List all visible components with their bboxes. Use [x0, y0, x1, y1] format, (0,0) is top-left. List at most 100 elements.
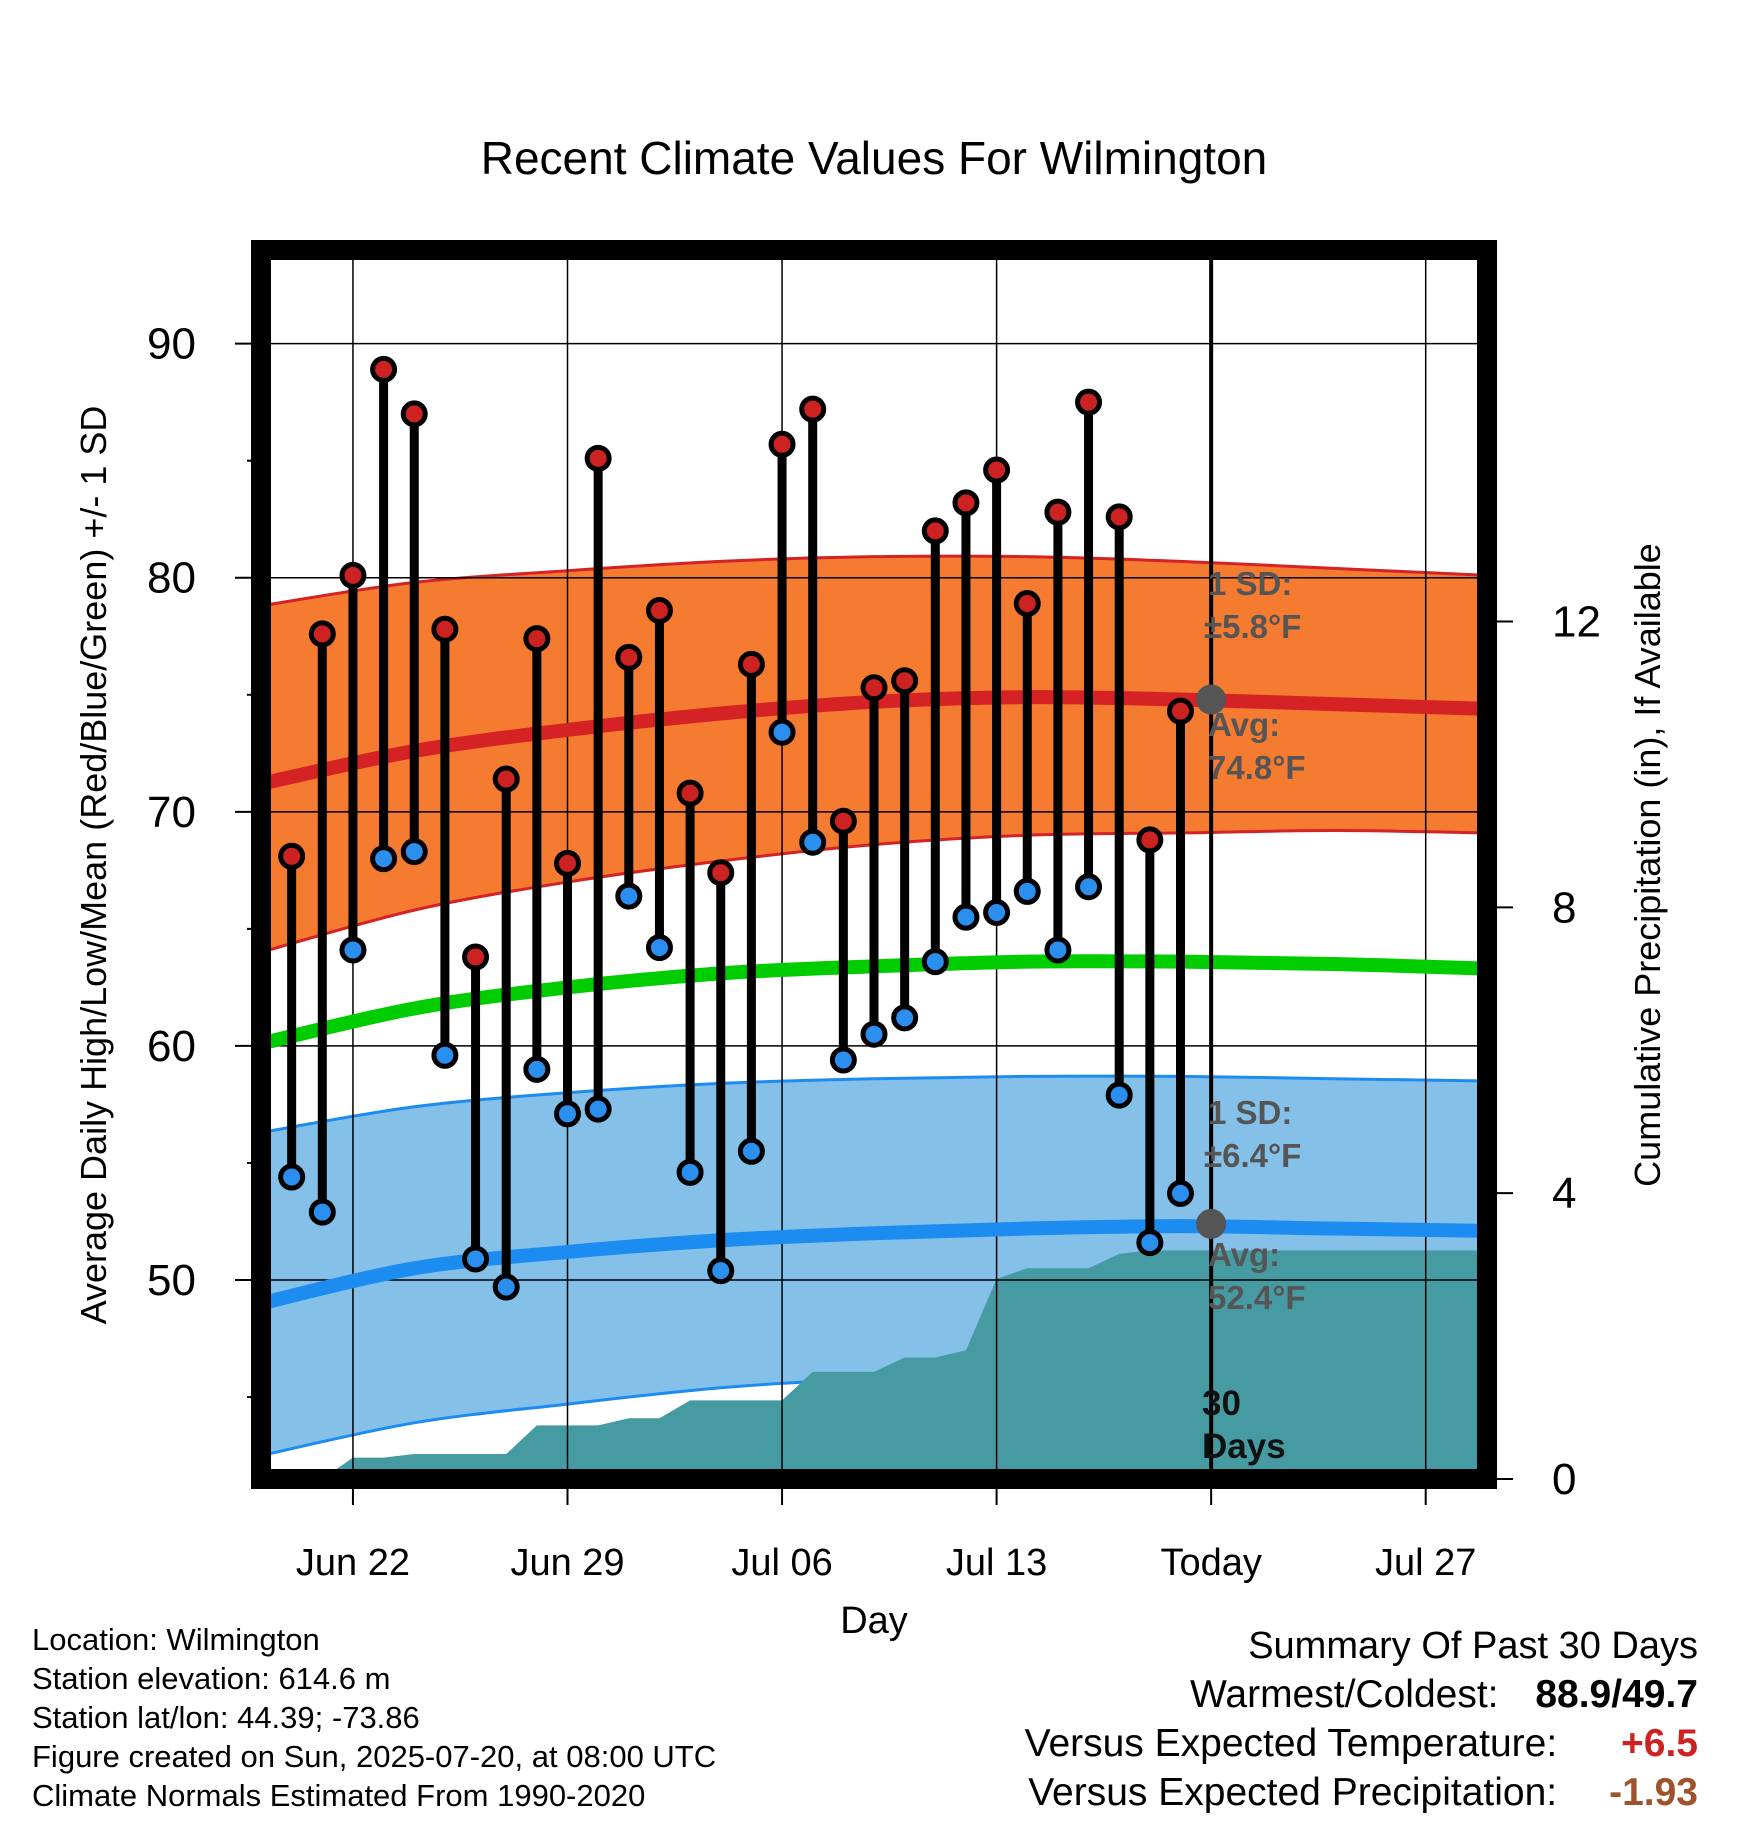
low-point [645, 934, 673, 962]
low-point [860, 1020, 888, 1048]
today-days-number: 30 [1202, 1384, 1241, 1423]
high-point [860, 674, 888, 702]
high-point [921, 517, 949, 545]
low-point [431, 1041, 459, 1069]
normal-low-line [261, 1219, 1487, 1311]
high-point [1075, 388, 1103, 416]
y-tick-label-4: 90 [147, 320, 196, 369]
low-point [1044, 936, 1072, 964]
low-point [584, 1095, 612, 1123]
precip-vs-expected-value: -1.93 [1609, 1771, 1698, 1814]
low-point [554, 1100, 581, 1128]
y2-tick-label-0: 0 [1552, 1455, 1576, 1504]
high-point [1044, 498, 1072, 526]
high-point [1105, 503, 1133, 531]
summary-panel: Summary Of Past 30 Days Warmest/Coldest:… [1025, 1622, 1698, 1817]
today-low-avg-marker [1196, 1208, 1227, 1239]
annotations: 1 SD: ±5.8°F Avg: 74.8°F 1 SD: ±6.4°F Avg: 52.4… [1196, 565, 1306, 1466]
y-axis-label: Average Daily High/Low/Mean (Red/Blue/Gr… [73, 406, 114, 1325]
station-info: Location: Wilmington Station elevation: … [32, 1620, 716, 1815]
x-axis-label: Day [840, 1600, 908, 1642]
high-point [523, 625, 551, 653]
high-point [462, 943, 490, 971]
normals-text: Climate Normals Estimated From 1990-2020 [32, 1778, 646, 1813]
slash-separator: / [1611, 1673, 1623, 1716]
y2-tick-label-1: 4 [1552, 1169, 1576, 1218]
low-point [921, 948, 949, 976]
low-point [462, 1245, 490, 1273]
y2-tick-label-3: 12 [1552, 598, 1601, 647]
temp-vs-expected-row: Versus Expected Temperature: +6.5 [1025, 1719, 1698, 1768]
low-point [737, 1137, 765, 1165]
low-point [952, 903, 980, 931]
low-point [1013, 877, 1041, 905]
temp-vs-expected-label: Versus Expected Temperature: [1024, 1722, 1558, 1765]
location-text: Location: Wilmington [32, 1622, 320, 1657]
chart-title: Recent Climate Values For Wilmington [481, 132, 1268, 184]
latlon-text: Station lat/lon: 44.39; -73.86 [32, 1700, 420, 1735]
low-point [278, 1163, 306, 1191]
high-point [308, 620, 336, 648]
elevation-text: Station elevation: 614.6 m [32, 1661, 391, 1696]
created-text: Figure created on Sun, 2025-07-20, at 08… [32, 1739, 717, 1774]
high-point [370, 355, 398, 383]
high-point [676, 779, 704, 807]
y2-axis-label: Cumulative Precipitation (in), If Availa… [1627, 543, 1668, 1187]
daily-temperatures [278, 250, 1214, 1479]
low-point [1105, 1081, 1133, 1109]
high-point [584, 444, 612, 472]
x-tick-label-4: Today [1160, 1542, 1261, 1584]
low-point [829, 1046, 857, 1074]
high-point [952, 489, 980, 517]
high-sd-label: 1 SD: [1208, 565, 1292, 602]
high-point [400, 400, 428, 428]
high-sd-value: ±5.8°F [1204, 608, 1301, 645]
high-point [615, 643, 643, 671]
low-point [891, 1004, 919, 1032]
low-point [1167, 1179, 1194, 1207]
plot-frame [251, 240, 1497, 1489]
warmest-coldest-row: Warmest/Coldest: 88.9/49.7 [1025, 1670, 1698, 1719]
low-point [768, 718, 796, 746]
x-tick-label-3: Jul 13 [946, 1542, 1047, 1584]
x-tick-label-2: Jul 06 [731, 1542, 832, 1584]
today-days-text: Days [1202, 1427, 1286, 1466]
high-point [431, 615, 459, 643]
precip-area [261, 1250, 1487, 1479]
low-point [523, 1055, 551, 1083]
high-point [492, 765, 520, 793]
high-point [737, 650, 765, 678]
warmest-coldest-label: Warmest/Coldest: [1190, 1673, 1499, 1716]
low-point [983, 898, 1011, 926]
high-point [339, 561, 367, 589]
y-tick-label-0: 50 [147, 1256, 196, 1305]
axes: 50 60 70 80 90 0 4 8 12 Jun 22 Jun 29 Jul 06 Jul 13 T… [147, 320, 1601, 1584]
low-point [799, 828, 827, 856]
low-point [492, 1273, 520, 1301]
high-point [983, 456, 1011, 484]
x-tick-label-0: Jun 22 [296, 1542, 410, 1584]
today-high-avg-marker [1196, 684, 1227, 715]
low-sd-value: ±6.4°F [1204, 1137, 1301, 1174]
high-point [829, 807, 857, 835]
low-point [707, 1257, 735, 1285]
x-tick-label-5: Jul 27 [1375, 1542, 1476, 1584]
low-point [615, 882, 643, 910]
x-tick-label-1: Jun 29 [510, 1542, 624, 1584]
low-point [676, 1158, 704, 1186]
high-point [1167, 697, 1194, 725]
high-point [645, 597, 673, 625]
high-point [278, 842, 306, 870]
low-point [1075, 873, 1103, 901]
y-tick-label-3: 80 [147, 554, 196, 603]
high-point [768, 430, 796, 458]
high-point [554, 849, 581, 877]
high-avg-label: Avg: [1208, 706, 1280, 743]
y-tick-label-1: 60 [147, 1022, 196, 1071]
low-point [339, 936, 367, 964]
high-point [891, 667, 919, 695]
coldest-value: 49.7 [1622, 1673, 1698, 1716]
temp-vs-expected-value: +6.5 [1621, 1722, 1698, 1765]
low-sd-label: 1 SD: [1208, 1094, 1292, 1131]
